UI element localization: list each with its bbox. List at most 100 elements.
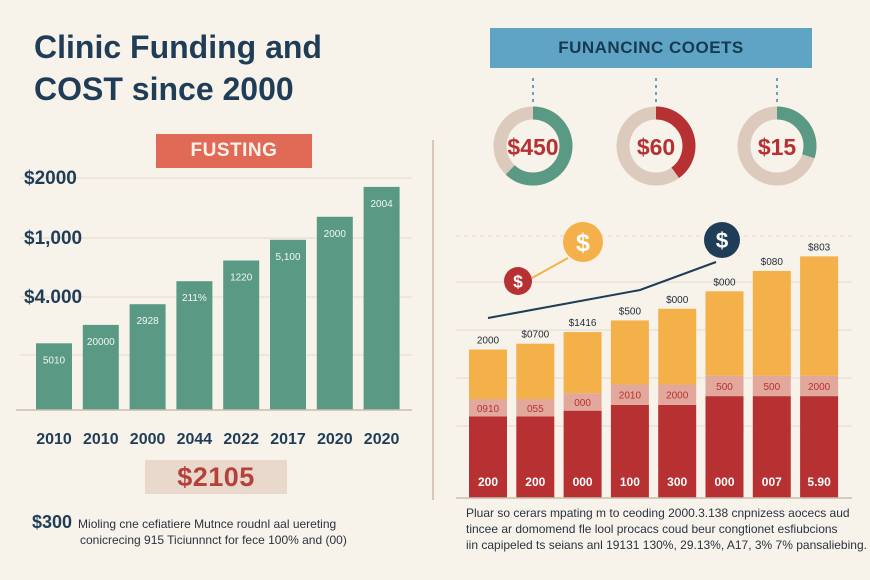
cost-mid-label-6: 500 [763,382,780,393]
cost-bar-base-3 [610,404,649,498]
total-label: $2105 [145,460,287,494]
dollar-coin-red-icon-glyph: $ [513,271,523,291]
donut-label-1: $60 [637,134,675,160]
cost-bar-top-0 [469,349,507,400]
panel-divider [432,140,434,500]
funding-x-tick-4: 2022 [223,431,259,448]
funding-bar-4 [223,260,260,410]
cost-bar-mid-0 [469,399,507,417]
cost-bottom-label-7: 5.90 [807,475,831,489]
cost-mid-label-4: 2000 [666,391,689,402]
donut-segment-1 [616,106,696,186]
left-footnote: $300 Mioling cne cefiatiere Mutnce roudnl… [32,512,347,548]
donut-label-0: $450 [507,134,558,160]
dollar-coin-red-icon [504,267,532,295]
cost-mid-label-0: 0910 [477,404,500,415]
cost-bar-base-1 [516,416,555,498]
title-line-2: COST since 2000 [34,71,294,107]
cost-bar-mid-2 [563,393,602,411]
cost-bar-mid-3 [610,384,649,405]
cost-bar-base-4 [658,404,697,498]
funding-bar-5 [270,239,306,410]
funding-x-tick-0: 2010 [36,431,72,448]
cost-top-label-5: $000 [713,277,736,288]
left-y-tick-2: $4.000 [24,287,82,308]
cost-top-label-1: $0700 [521,330,549,341]
funding-bar-7 [363,186,400,410]
funding-tag: FUSTING [156,134,312,168]
funding-bar-label-3: 211% [182,293,207,304]
cost-mid-label-2: 000 [574,398,591,409]
dollar-coin-navy-icon-glyph: $ [716,228,729,253]
footnote-right-line-1: Pluar so cerars mpating m to ceoding 200… [466,506,850,520]
funding-x-tick-1: 2010 [83,431,119,448]
cost-bar-base-7 [800,396,839,498]
footnote-left-line-1: Mioling cne cefiatiere Mutnce roudnl aal… [78,517,337,531]
funding-bar-2 [129,304,166,410]
funding-bar-label-5: 5,100 [275,252,300,263]
cost-top-label-6: $080 [761,257,784,268]
cost-bottom-label-0: 200 [478,475,498,489]
dollar-coin-navy-icon [704,222,740,258]
cost-top-label-3: $500 [619,306,642,317]
cost-bar-mid-4 [658,384,697,405]
cost-mid-label-5: 500 [716,382,733,393]
dollar-coin-orange-icon [563,222,603,262]
funding-x-tick-7: 2020 [364,431,400,448]
funding-bar-label-0: 5010 [43,355,66,366]
title-line-1: Clinic Funding and [34,29,322,65]
funding-bar-label-2: 2928 [136,316,159,327]
funding-bar-label-1: 20000 [87,337,115,348]
donut-segment-2 [737,106,817,186]
funding-bar-label-6: 2000 [324,229,347,240]
page-title: Clinic Funding and COST since 2000 [34,26,322,110]
trend-line [487,261,717,319]
left-y-tick-1: $1,000 [24,228,82,249]
cost-bottom-label-4: 300 [667,475,687,489]
left-y-tick-0: $2000 [24,168,77,189]
footnote-right-line-3: iin capipeled ts seians anl 19131 130%, … [466,538,867,552]
footnote-amount: $300 [32,512,73,532]
cost-top-label-7: $803 [808,242,831,253]
cost-bottom-label-6: 007 [762,475,782,489]
cost-mid-label-3: 2010 [619,391,642,402]
cost-bar-base-5 [705,396,744,498]
cost-bottom-label-3: 100 [620,475,640,489]
cost-bar-base-2 [563,410,602,498]
donut-label-2: $15 [758,134,797,160]
cost-bar-top-6 [752,270,791,376]
cost-top-label-0: 2000 [477,336,500,347]
cost-bar-mid-7 [800,375,839,397]
cost-mid-label-7: 2000 [808,382,831,393]
funding-bar-1 [82,324,119,410]
cost-bar-mid-6 [752,375,791,397]
cost-bar-top-2 [563,332,602,394]
funding-bar-3 [176,281,213,410]
dollar-coin-orange-icon-glyph: $ [576,229,590,257]
funding-bar-6 [316,216,353,410]
footnote-right-line-2: tincee ar domomend fle lool procacs coud… [466,522,838,536]
cost-bar-top-3 [610,320,649,385]
funding-bar-0 [36,343,72,410]
cost-bottom-label-2: 000 [573,475,593,489]
cost-bar-base-6 [752,396,791,498]
cost-bar-mid-5 [705,375,744,397]
funding-x-tick-3: 2044 [177,431,213,448]
donut-segment-0 [493,106,573,186]
cost-bar-top-7 [800,256,839,376]
funding-x-tick-6: 2020 [317,431,353,448]
costs-tag: FUNANCINC COOETS [490,28,812,68]
cost-bar-top-5 [705,291,744,376]
cost-mid-label-1: 055 [527,404,544,415]
funding-x-tick-5: 2017 [270,431,306,448]
footnote-left-line-2: conicrecing 915 Ticiunnnct for fece 100%… [80,533,347,547]
coin-link [531,257,569,279]
cost-bar-top-1 [516,343,555,400]
cost-bar-base-0 [469,416,507,498]
funding-x-tick-2: 2000 [130,431,166,448]
right-footnote: Pluar so cerars mpating m to ceoding 200… [466,505,867,553]
funding-bar-label-4: 1220 [230,273,253,284]
cost-bar-top-4 [658,308,697,385]
funding-bar-label-7: 2004 [370,199,393,210]
